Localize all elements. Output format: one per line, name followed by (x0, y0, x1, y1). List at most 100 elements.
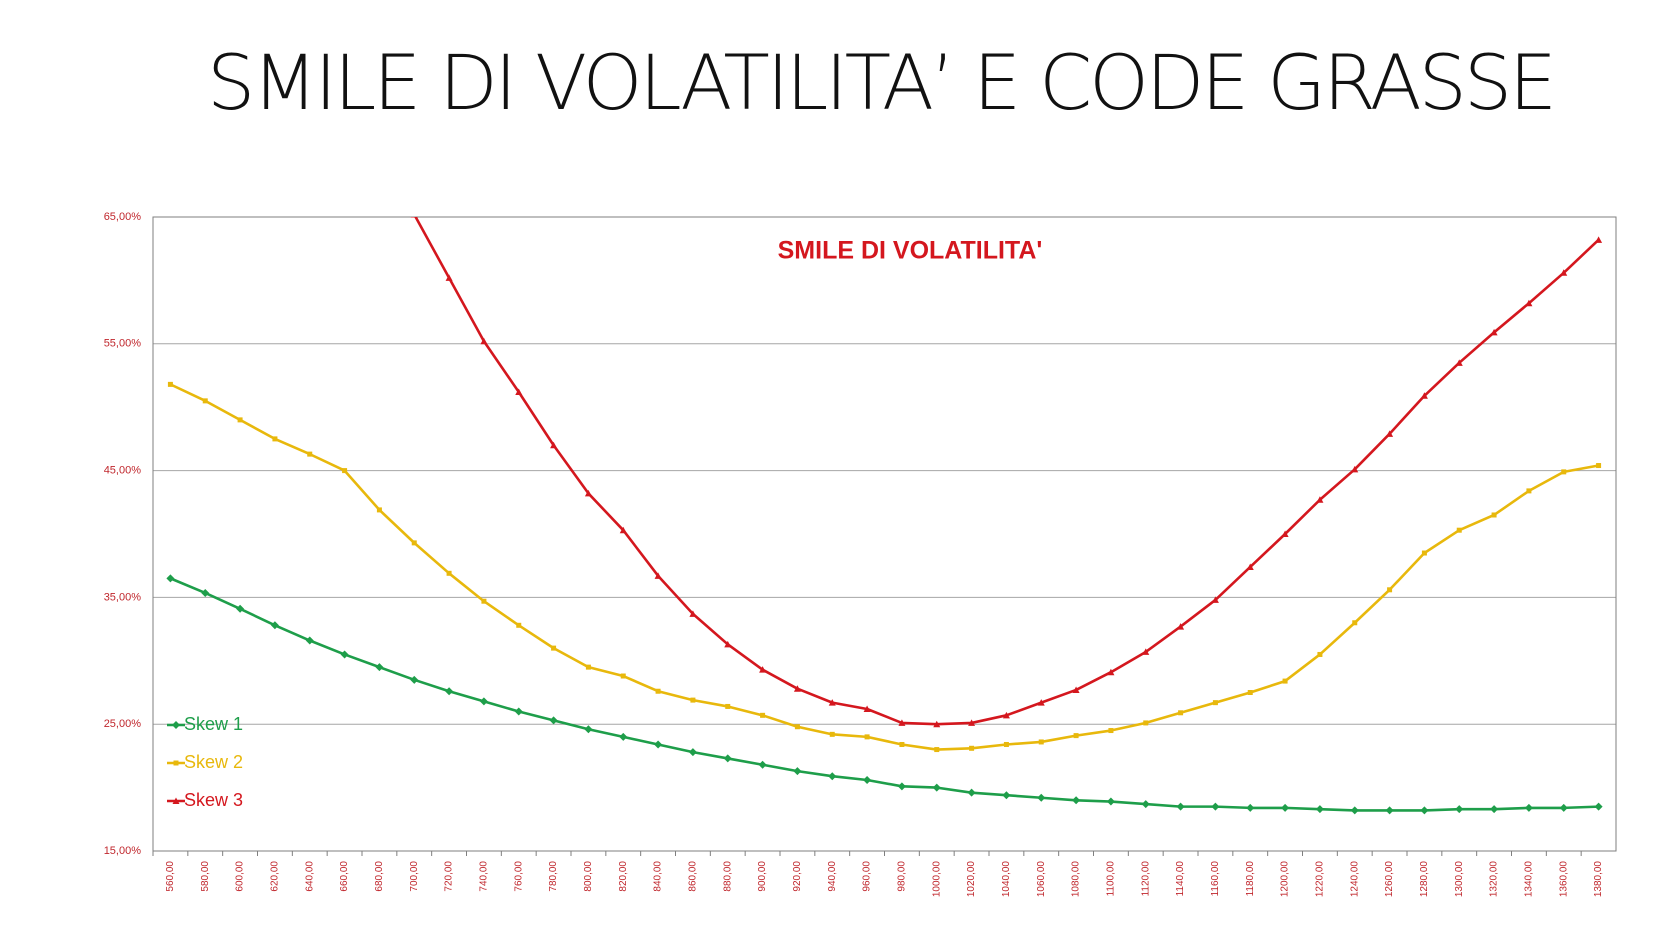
y-tick-label: 65,00% (104, 211, 142, 223)
y-tick-label: 25,00% (104, 718, 142, 730)
point (1421, 550, 1427, 556)
x-tick-label: 1280,00 (1419, 861, 1430, 898)
x-tick-label: 1040,00 (1001, 861, 1012, 898)
point (481, 598, 487, 604)
x-tick-label: 580,00 (200, 861, 211, 892)
point (654, 572, 662, 579)
point (934, 747, 940, 753)
point (1143, 720, 1149, 726)
point (1317, 651, 1323, 657)
point (655, 688, 661, 694)
x-tick-label: 1180,00 (1245, 861, 1256, 897)
point (411, 540, 417, 546)
point (1107, 668, 1115, 676)
point (1350, 806, 1359, 815)
point (550, 441, 558, 449)
x-tick-label: 1340,00 (1524, 861, 1535, 898)
x-tick-label: 660,00 (339, 861, 350, 892)
x-tick-label: 880,00 (722, 861, 733, 892)
point (932, 783, 941, 792)
slide-title: SMILE DI VOLATILITA’ E CODE GRASSE (207, 38, 1557, 127)
point (1142, 648, 1150, 655)
point (1352, 620, 1358, 626)
point (516, 622, 522, 628)
point (1177, 623, 1185, 630)
x-tick-label: 1100,00 (1106, 861, 1117, 897)
point (202, 398, 208, 404)
point (1003, 741, 1009, 747)
point (1386, 430, 1394, 437)
x-tick-label: 640,00 (304, 861, 315, 892)
legend-label: Skew 1 (184, 714, 243, 734)
point (305, 636, 314, 645)
point (1559, 803, 1568, 812)
point (1212, 700, 1218, 706)
plot-frame (152, 216, 1617, 852)
point (1002, 711, 1010, 719)
point (1561, 469, 1567, 475)
legend-marker (172, 797, 180, 804)
point (410, 675, 419, 684)
x-tick-label: 700,00 (409, 861, 420, 892)
point (864, 734, 870, 740)
point (1490, 328, 1498, 336)
point (1176, 802, 1185, 811)
point (863, 775, 872, 784)
point (1246, 563, 1254, 570)
x-tick-label: 1300,00 (1454, 861, 1465, 898)
point (863, 705, 871, 712)
x-tick-label: 780,00 (548, 861, 559, 892)
point (551, 645, 557, 651)
point (1178, 710, 1184, 716)
point (897, 782, 906, 791)
x-tick-label: 980,00 (897, 861, 908, 892)
point (758, 760, 767, 769)
legend-marker (172, 721, 180, 729)
point (1420, 806, 1429, 815)
x-tick-label: 740,00 (479, 861, 490, 892)
point (1456, 527, 1462, 533)
x-tick-label: 1160,00 (1210, 861, 1221, 897)
point (237, 417, 243, 423)
point (898, 719, 906, 726)
point (688, 748, 697, 757)
y-tick-label: 55,00% (104, 338, 142, 350)
point (794, 724, 800, 730)
x-tick-label: 840,00 (653, 861, 664, 892)
point (1316, 496, 1324, 503)
point (1351, 465, 1359, 473)
x-tick-label: 1220,00 (1315, 861, 1326, 898)
y-tick-label: 45,00% (104, 465, 142, 477)
point (1246, 803, 1255, 812)
point (1141, 800, 1150, 809)
x-tick-label: 820,00 (618, 861, 629, 892)
x-tick-label: 960,00 (862, 861, 873, 892)
point (933, 720, 941, 728)
point (236, 604, 245, 613)
point (376, 150, 383, 157)
point (1211, 802, 1220, 811)
y-tick-label: 35,00% (104, 591, 142, 603)
series-line (414, 217, 1600, 726)
x-tick-label: 900,00 (757, 861, 768, 892)
point (1281, 803, 1290, 812)
point (445, 687, 454, 696)
point (968, 719, 976, 726)
point (445, 274, 453, 281)
x-tick-label: 720,00 (444, 861, 455, 892)
point (759, 666, 767, 673)
point (166, 574, 175, 583)
plot-area (166, 150, 1603, 815)
point (723, 754, 732, 763)
x-tick-label: 1120,00 (1140, 861, 1151, 897)
point (1420, 392, 1428, 399)
point (1526, 488, 1532, 494)
legend-label: Skew 3 (184, 790, 243, 810)
point (480, 337, 488, 345)
point (828, 699, 836, 706)
point (410, 217, 418, 218)
chart-title: SMILE DI VOLATILITA' (778, 237, 1043, 265)
point (375, 663, 384, 672)
